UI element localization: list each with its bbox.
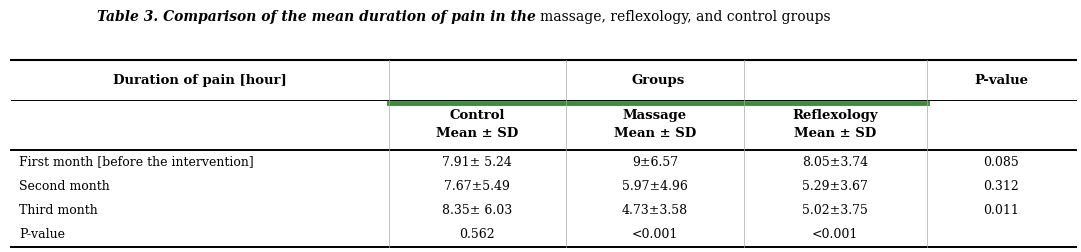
Text: massage, reflexology, and control groups: massage, reflexology, and control groups xyxy=(540,10,831,24)
Text: Second month: Second month xyxy=(19,180,110,193)
Text: 7.67±5.49: 7.67±5.49 xyxy=(444,180,510,193)
Text: 0.011: 0.011 xyxy=(984,204,1019,217)
Text: 9±6.57: 9±6.57 xyxy=(631,155,678,169)
Text: First month [before the intervention]: First month [before the intervention] xyxy=(19,155,254,169)
Text: Table 3. Comparison of the mean duration of pain in the: Table 3. Comparison of the mean duration… xyxy=(97,10,540,24)
Text: 8.05±3.74: 8.05±3.74 xyxy=(802,155,868,169)
Text: 5.97±4.96: 5.97±4.96 xyxy=(622,180,688,193)
Text: 0.085: 0.085 xyxy=(984,155,1019,169)
Text: <0.001: <0.001 xyxy=(631,228,678,241)
Text: Massage
Mean ± SD: Massage Mean ± SD xyxy=(614,109,696,140)
Text: 8.35± 6.03: 8.35± 6.03 xyxy=(442,204,512,217)
Text: Reflexology
Mean ± SD: Reflexology Mean ± SD xyxy=(792,109,878,140)
Text: Third month: Third month xyxy=(19,204,98,217)
Text: Duration of pain [hour]: Duration of pain [hour] xyxy=(112,74,286,86)
Text: Control
Mean ± SD: Control Mean ± SD xyxy=(437,109,519,140)
Text: P-value: P-value xyxy=(19,228,66,241)
Text: 0.312: 0.312 xyxy=(984,180,1019,193)
Text: 7.91± 5.24: 7.91± 5.24 xyxy=(442,155,512,169)
Text: 4.73±3.58: 4.73±3.58 xyxy=(622,204,688,217)
Text: 5.02±3.75: 5.02±3.75 xyxy=(802,204,868,217)
Text: Groups: Groups xyxy=(631,74,684,86)
Text: P-value: P-value xyxy=(974,74,1028,86)
Text: <0.001: <0.001 xyxy=(812,228,858,241)
Text: 0.562: 0.562 xyxy=(459,228,495,241)
Text: 5.29±3.67: 5.29±3.67 xyxy=(802,180,868,193)
